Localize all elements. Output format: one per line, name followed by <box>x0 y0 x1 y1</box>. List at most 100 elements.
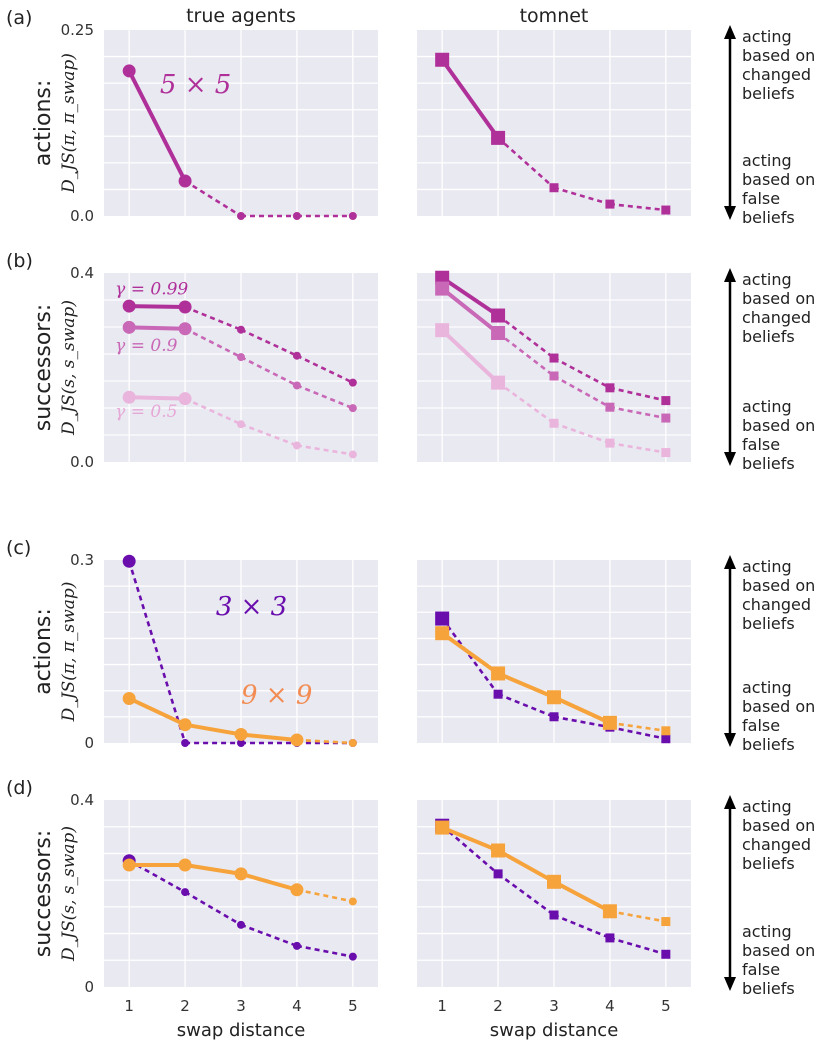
data-point <box>549 418 559 428</box>
y-tick-label: 0 <box>84 734 94 752</box>
data-point <box>602 904 617 919</box>
data-point <box>661 734 671 744</box>
arrow-annotation-top: beliefs <box>742 854 795 873</box>
arrow-annotation-bottom: based on <box>742 941 815 960</box>
x-axis-label: swap distance <box>177 1020 306 1041</box>
data-point <box>435 270 450 285</box>
arrow-annotation-top: based on <box>742 576 815 595</box>
x-tick-label: 2 <box>493 997 503 1015</box>
x-tick-label: 2 <box>180 997 190 1015</box>
series-line-segment <box>184 890 242 926</box>
series-line-segment <box>440 287 500 335</box>
data-point <box>178 174 192 188</box>
series-line-segment <box>497 136 555 189</box>
series-line-segment <box>441 617 500 695</box>
series-line-segment <box>553 880 611 914</box>
series-annotation: γ = 0.9 <box>115 336 177 356</box>
arrow-annotation-bottom: based on <box>742 697 815 716</box>
y-axis-label-math: D_JS(s, s_swap) <box>59 826 79 962</box>
data-point <box>605 383 615 393</box>
arrow-annotation-top: changed <box>742 65 811 84</box>
data-point <box>122 554 136 568</box>
data-point <box>348 378 357 387</box>
series-line-segment <box>240 422 298 447</box>
series-line-segment <box>440 631 500 676</box>
arrow-annotation-top: changed <box>742 595 811 614</box>
arrow-annotation-top: beliefs <box>742 327 795 346</box>
data-point <box>491 326 506 341</box>
series-line-segment <box>609 386 667 402</box>
arrow-annotation-bottom: beliefs <box>742 735 795 754</box>
series-line-segment <box>609 909 667 923</box>
data-point <box>348 897 357 906</box>
series-line-segment <box>129 395 186 401</box>
arrow-annotation-bottom: acting <box>742 151 792 170</box>
series-line-segment <box>129 304 186 310</box>
data-point <box>348 739 357 747</box>
panel-label: (b) <box>6 250 33 272</box>
data-point <box>178 858 192 872</box>
y-tick-label: 0.0 <box>70 453 94 471</box>
series-line-segment <box>129 325 186 331</box>
data-point <box>290 733 304 747</box>
data-point <box>290 883 304 897</box>
y-tick-label: 0.4 <box>70 264 94 282</box>
series-line-segment <box>553 356 611 389</box>
y-axis-label: actions: <box>31 608 56 695</box>
data-point <box>237 353 245 362</box>
arrow-up-icon <box>724 795 736 809</box>
series-line-segment <box>553 695 611 725</box>
series-line-segment <box>296 384 354 410</box>
series-line-segment <box>441 276 500 318</box>
data-point <box>178 322 192 336</box>
series-line-segment <box>240 355 298 387</box>
data-point <box>549 910 559 920</box>
y-tick-label: 0 <box>84 978 94 996</box>
data-point <box>234 727 248 741</box>
series-line-segment <box>127 70 187 182</box>
series-line-segment <box>128 696 186 727</box>
data-point <box>661 448 671 458</box>
data-point <box>178 300 192 314</box>
data-point <box>549 353 559 363</box>
arrow-annotation-top: acting <box>742 27 792 46</box>
data-point <box>491 375 506 390</box>
series-line-segment <box>441 825 499 853</box>
arrow-annotation-bottom: based on <box>742 416 815 435</box>
y-tick-label: 0.4 <box>70 791 94 809</box>
series-line-segment <box>609 441 667 454</box>
series-line-segment <box>184 327 242 359</box>
series-line-segment <box>497 314 555 360</box>
x-tick-label: 4 <box>292 997 302 1015</box>
data-point <box>661 726 671 736</box>
arrow-annotation-bottom: acting <box>742 922 792 941</box>
data-point <box>549 712 559 722</box>
data-point <box>237 212 245 220</box>
data-point <box>605 933 615 943</box>
data-point <box>181 739 190 747</box>
series-annotation: γ = 0.5 <box>115 402 177 422</box>
y-axis-label-math: D_JS(π, π_swap) <box>59 582 79 723</box>
data-point <box>661 396 671 406</box>
data-point <box>122 691 136 705</box>
x-tick-label: 5 <box>661 997 671 1015</box>
series-line-segment <box>184 397 242 426</box>
x-tick-label: 5 <box>348 997 358 1015</box>
arrow-annotation-bottom: beliefs <box>742 979 795 998</box>
data-point <box>661 917 671 927</box>
arrow-annotation-top: acting <box>742 557 792 576</box>
data-point <box>292 381 301 390</box>
series-line-segment <box>240 732 298 742</box>
data-point <box>237 325 245 334</box>
arrow-annotation-top: based on <box>742 289 815 308</box>
data-point <box>605 199 615 209</box>
panel-label: (c) <box>6 537 31 559</box>
data-point <box>435 626 450 641</box>
series-line-segment <box>441 824 499 875</box>
data-point <box>292 941 301 950</box>
series-line-segment <box>440 58 500 140</box>
arrow-annotation-bottom: beliefs <box>742 454 795 473</box>
data-point <box>491 843 506 858</box>
column-title: tomnet <box>520 5 589 27</box>
